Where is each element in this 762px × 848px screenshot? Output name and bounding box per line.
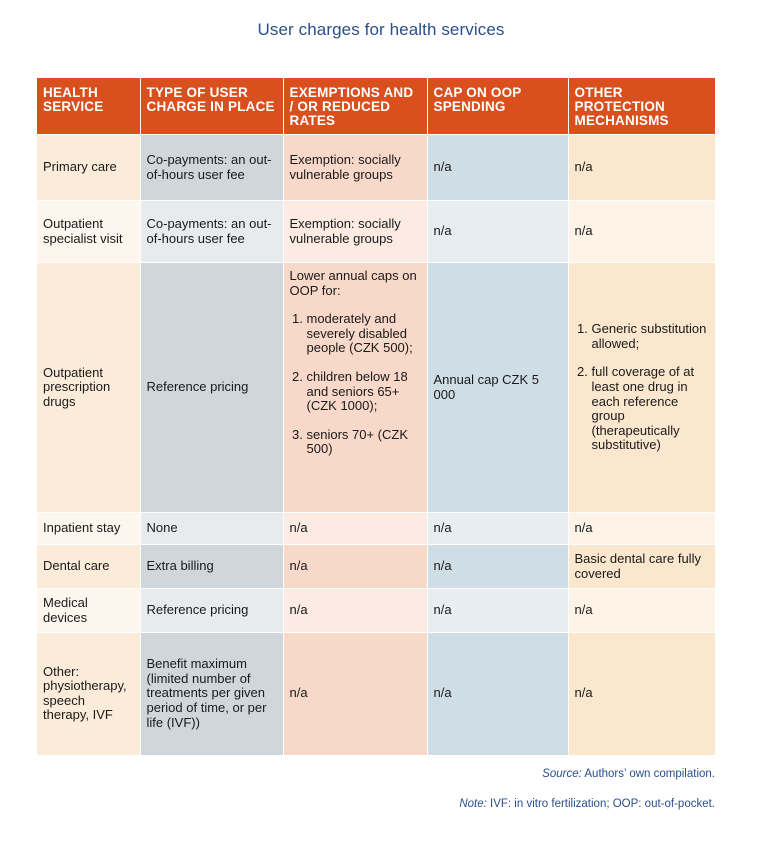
table-row: Outpatient specialist visit Co-payments:… bbox=[37, 200, 715, 263]
cell-charge: Co-payments: an out-of-hours user fee bbox=[140, 134, 284, 201]
cell-service: Other: physiotherapy, speech therapy, IV… bbox=[37, 632, 141, 755]
source-caption: Source: Authors’ own compilation. bbox=[542, 768, 715, 780]
other-protection-list: Generic substitution allowed; full cover… bbox=[575, 321, 710, 453]
cell-charge: None bbox=[140, 512, 284, 545]
cell-cap: n/a bbox=[427, 544, 569, 589]
note-text: IVF: in vitro fertilization; OOP: out-of… bbox=[490, 798, 715, 810]
cell-exemptions: n/a bbox=[283, 544, 428, 589]
user-charges-table: HEALTH SERVICE TYPE OF USER CHARGE IN PL… bbox=[37, 78, 715, 755]
note-caption: Note: IVF: in vitro fertilization; OOP: … bbox=[459, 798, 715, 810]
cell-service: Primary care bbox=[37, 134, 141, 201]
source-label: Source: bbox=[542, 768, 582, 780]
source-text: Authors’ own compilation. bbox=[584, 768, 715, 780]
cell-charge: Reference pricing bbox=[140, 262, 284, 513]
cell-cap: n/a bbox=[427, 632, 569, 755]
list-item: children below 18 and seniors 65+ (CZK 1… bbox=[307, 369, 421, 414]
cell-exemptions: Lower annual caps on OOP for: moderately… bbox=[283, 262, 428, 513]
cell-other: n/a bbox=[568, 632, 715, 755]
list-item: full coverage of at least one drug in ea… bbox=[592, 365, 710, 453]
list-item: moderately and severely disabled people … bbox=[307, 311, 421, 356]
table-row: Medical devices Reference pricing n/a n/… bbox=[37, 588, 715, 633]
cell-other: n/a bbox=[568, 588, 715, 633]
cell-service: Medical devices bbox=[37, 588, 141, 633]
note-label: Note: bbox=[459, 798, 487, 810]
cell-service: Outpatient specialist visit bbox=[37, 200, 141, 263]
cell-cap: n/a bbox=[427, 200, 569, 263]
table-header-row: HEALTH SERVICE TYPE OF USER CHARGE IN PL… bbox=[37, 78, 715, 135]
cell-cap: n/a bbox=[427, 512, 569, 545]
cell-charge: Reference pricing bbox=[140, 588, 284, 633]
cell-service: Outpatient prescription drugs bbox=[37, 262, 141, 513]
cell-other: n/a bbox=[568, 200, 715, 263]
cell-other: Basic dental care fully covered bbox=[568, 544, 715, 589]
header-health-service: HEALTH SERVICE bbox=[37, 78, 141, 135]
header-cap-on-oop: CAP ON OOP SPENDING bbox=[427, 78, 569, 135]
cell-charge: Benefit maximum (limited number of treat… bbox=[140, 632, 284, 755]
exemptions-list: moderately and severely disabled people … bbox=[290, 311, 421, 457]
cell-cap: Annual cap CZK 5 000 bbox=[427, 262, 569, 513]
table-row: Primary care Co-payments: an out-of-hour… bbox=[37, 134, 715, 201]
cell-exemptions: n/a bbox=[283, 512, 428, 545]
table-row: Dental care Extra billing n/a n/a Basic … bbox=[37, 544, 715, 589]
exemptions-lead-text: Lower annual caps on OOP for: bbox=[289, 268, 417, 298]
cell-cap: n/a bbox=[427, 134, 569, 201]
table-row: Inpatient stay None n/a n/a n/a bbox=[37, 512, 715, 545]
cell-exemptions: n/a bbox=[283, 588, 428, 633]
header-other-protection: OTHER PROTECTION MECHANISMS bbox=[568, 78, 715, 135]
cell-cap: n/a bbox=[427, 588, 569, 633]
list-item: Generic substitution allowed; bbox=[592, 321, 710, 351]
cell-exemptions: Exemption: socially vulnerable groups bbox=[283, 134, 428, 201]
list-item: seniors 70+ (CZK 500) bbox=[307, 427, 421, 457]
table-row: Outpatient prescription drugs Reference … bbox=[37, 262, 715, 513]
header-exemptions: EXEMPTIONS AND / OR REDUCED RATES bbox=[283, 78, 428, 135]
cell-service: Dental care bbox=[37, 544, 141, 589]
table-row: Other: physiotherapy, speech therapy, IV… bbox=[37, 632, 715, 755]
page-title: User charges for health services bbox=[257, 20, 505, 39]
cell-other: n/a bbox=[568, 512, 715, 545]
cell-other: n/a bbox=[568, 134, 715, 201]
cell-exemptions: Exemption: socially vulnerable groups bbox=[283, 200, 428, 263]
cell-charge: Co-payments: an out-of-hours user fee bbox=[140, 200, 284, 263]
cell-exemptions: n/a bbox=[283, 632, 428, 755]
user-charges-table-container: HEALTH SERVICE TYPE OF USER CHARGE IN PL… bbox=[37, 78, 715, 755]
cell-service: Inpatient stay bbox=[37, 512, 141, 545]
cell-other: Generic substitution allowed; full cover… bbox=[568, 262, 715, 513]
cell-charge: Extra billing bbox=[140, 544, 284, 589]
header-type-of-user-charge: TYPE OF USER CHARGE IN PLACE bbox=[140, 78, 284, 135]
